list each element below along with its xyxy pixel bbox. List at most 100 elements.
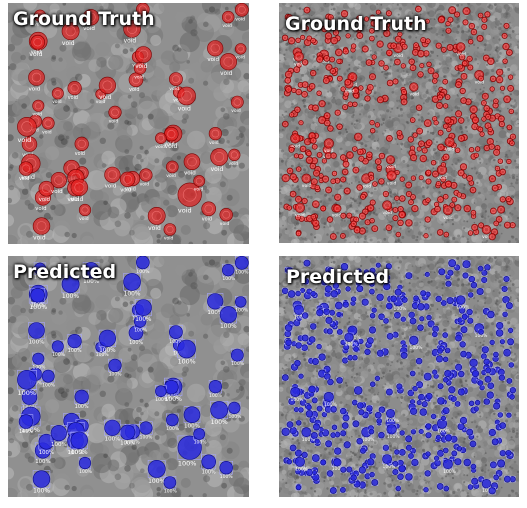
detection-marker (437, 196, 444, 203)
detection-marker (286, 205, 293, 211)
detection-marker (350, 474, 357, 481)
detection-marker: void (32, 217, 51, 242)
detection-marker (459, 87, 466, 95)
detection-marker (342, 48, 349, 55)
detection-marker (436, 483, 444, 490)
detection-marker (369, 453, 376, 460)
detection-marker: void (323, 138, 334, 154)
detection-marker (400, 63, 406, 69)
detection-marker (298, 373, 304, 379)
detection-marker (295, 342, 302, 349)
detection-label: void (148, 225, 161, 232)
detection-marker (323, 55, 331, 62)
detection-marker (460, 97, 467, 104)
detection-marker (444, 94, 451, 100)
detection-marker (316, 90, 322, 96)
detection-marker (300, 34, 306, 40)
detection-marker (509, 140, 515, 146)
detection-marker (324, 405, 332, 413)
detection-marker: 100% (222, 263, 236, 282)
panel-title: Predicted (13, 261, 117, 283)
detection-marker (347, 101, 354, 108)
panel-title: Ground Truth (13, 8, 155, 30)
detection-marker (499, 422, 506, 429)
detection-marker (376, 164, 382, 171)
detection-marker: 100% (208, 380, 223, 399)
detection-marker (412, 132, 418, 138)
detection-marker (415, 104, 423, 111)
detection-marker (356, 268, 362, 274)
detection-label: 100% (202, 469, 216, 475)
detection-label: void (173, 98, 183, 104)
detection-marker (425, 432, 432, 439)
detection-marker (397, 206, 404, 213)
detection-marker (432, 170, 440, 178)
detection-marker (326, 328, 333, 335)
detection-marker (369, 281, 375, 287)
detection-marker (444, 347, 451, 354)
detection-marker (383, 64, 389, 71)
detection-marker (410, 194, 416, 200)
detection-marker (375, 9, 381, 15)
detection-marker (437, 143, 445, 152)
detection-label: void (324, 148, 334, 154)
detection-label: 100% (443, 469, 457, 475)
detection-marker (323, 373, 331, 380)
detection-marker (440, 415, 447, 422)
detection-marker (440, 162, 446, 168)
detection-marker (340, 466, 347, 473)
detection-marker (481, 269, 488, 276)
detection-marker: 100% (104, 419, 121, 443)
detection-marker (418, 140, 425, 147)
detection-marker: void (444, 137, 455, 153)
detection-marker (311, 104, 319, 112)
detection-marker (456, 446, 463, 452)
detection-label: void (211, 166, 224, 173)
detection-marker: 100% (219, 306, 237, 330)
detection-marker (455, 110, 463, 118)
detection-marker (370, 19, 378, 27)
detection-marker (309, 162, 316, 170)
detection-label: void (75, 151, 85, 157)
detection-marker (295, 484, 302, 491)
detection-marker (336, 311, 342, 318)
detection-marker (477, 380, 484, 386)
detection-marker (392, 215, 399, 222)
detection-label: void (165, 143, 178, 150)
detection-marker (325, 316, 333, 324)
detection-marker (321, 175, 330, 183)
detection-marker (426, 314, 432, 321)
detection-marker (376, 349, 384, 357)
detection-marker (397, 459, 404, 467)
detection-marker: 100% (193, 428, 208, 446)
detection-marker: 100% (134, 299, 152, 323)
detection-marker (499, 339, 505, 345)
detection-marker (440, 176, 447, 183)
detection-marker (395, 231, 402, 238)
detection-marker (329, 233, 337, 240)
detection-marker: void (219, 53, 237, 77)
detection-marker (308, 385, 316, 394)
detection-label: 100% (165, 396, 183, 403)
detection-marker (306, 404, 312, 411)
detection-marker (295, 468, 301, 475)
detection-marker (466, 174, 474, 182)
detection-marker (296, 420, 302, 426)
detection-label: 100% (345, 342, 359, 348)
detection-label: void (155, 144, 165, 150)
detection-label: 100% (99, 348, 116, 354)
detection-label: void (229, 161, 239, 167)
detection-label: void (475, 80, 485, 86)
detection-marker (284, 330, 292, 338)
detection-label: 100% (194, 440, 208, 446)
detection-marker (400, 316, 406, 322)
detection-marker (424, 18, 430, 24)
detection-label: 100% (105, 437, 121, 443)
detection-marker (332, 29, 340, 36)
detection-label: void (291, 143, 301, 149)
detection-marker: void (123, 20, 141, 45)
detection-marker (378, 152, 386, 160)
detection-marker (502, 42, 510, 51)
detection-marker (503, 22, 510, 29)
detection-marker (405, 435, 413, 443)
